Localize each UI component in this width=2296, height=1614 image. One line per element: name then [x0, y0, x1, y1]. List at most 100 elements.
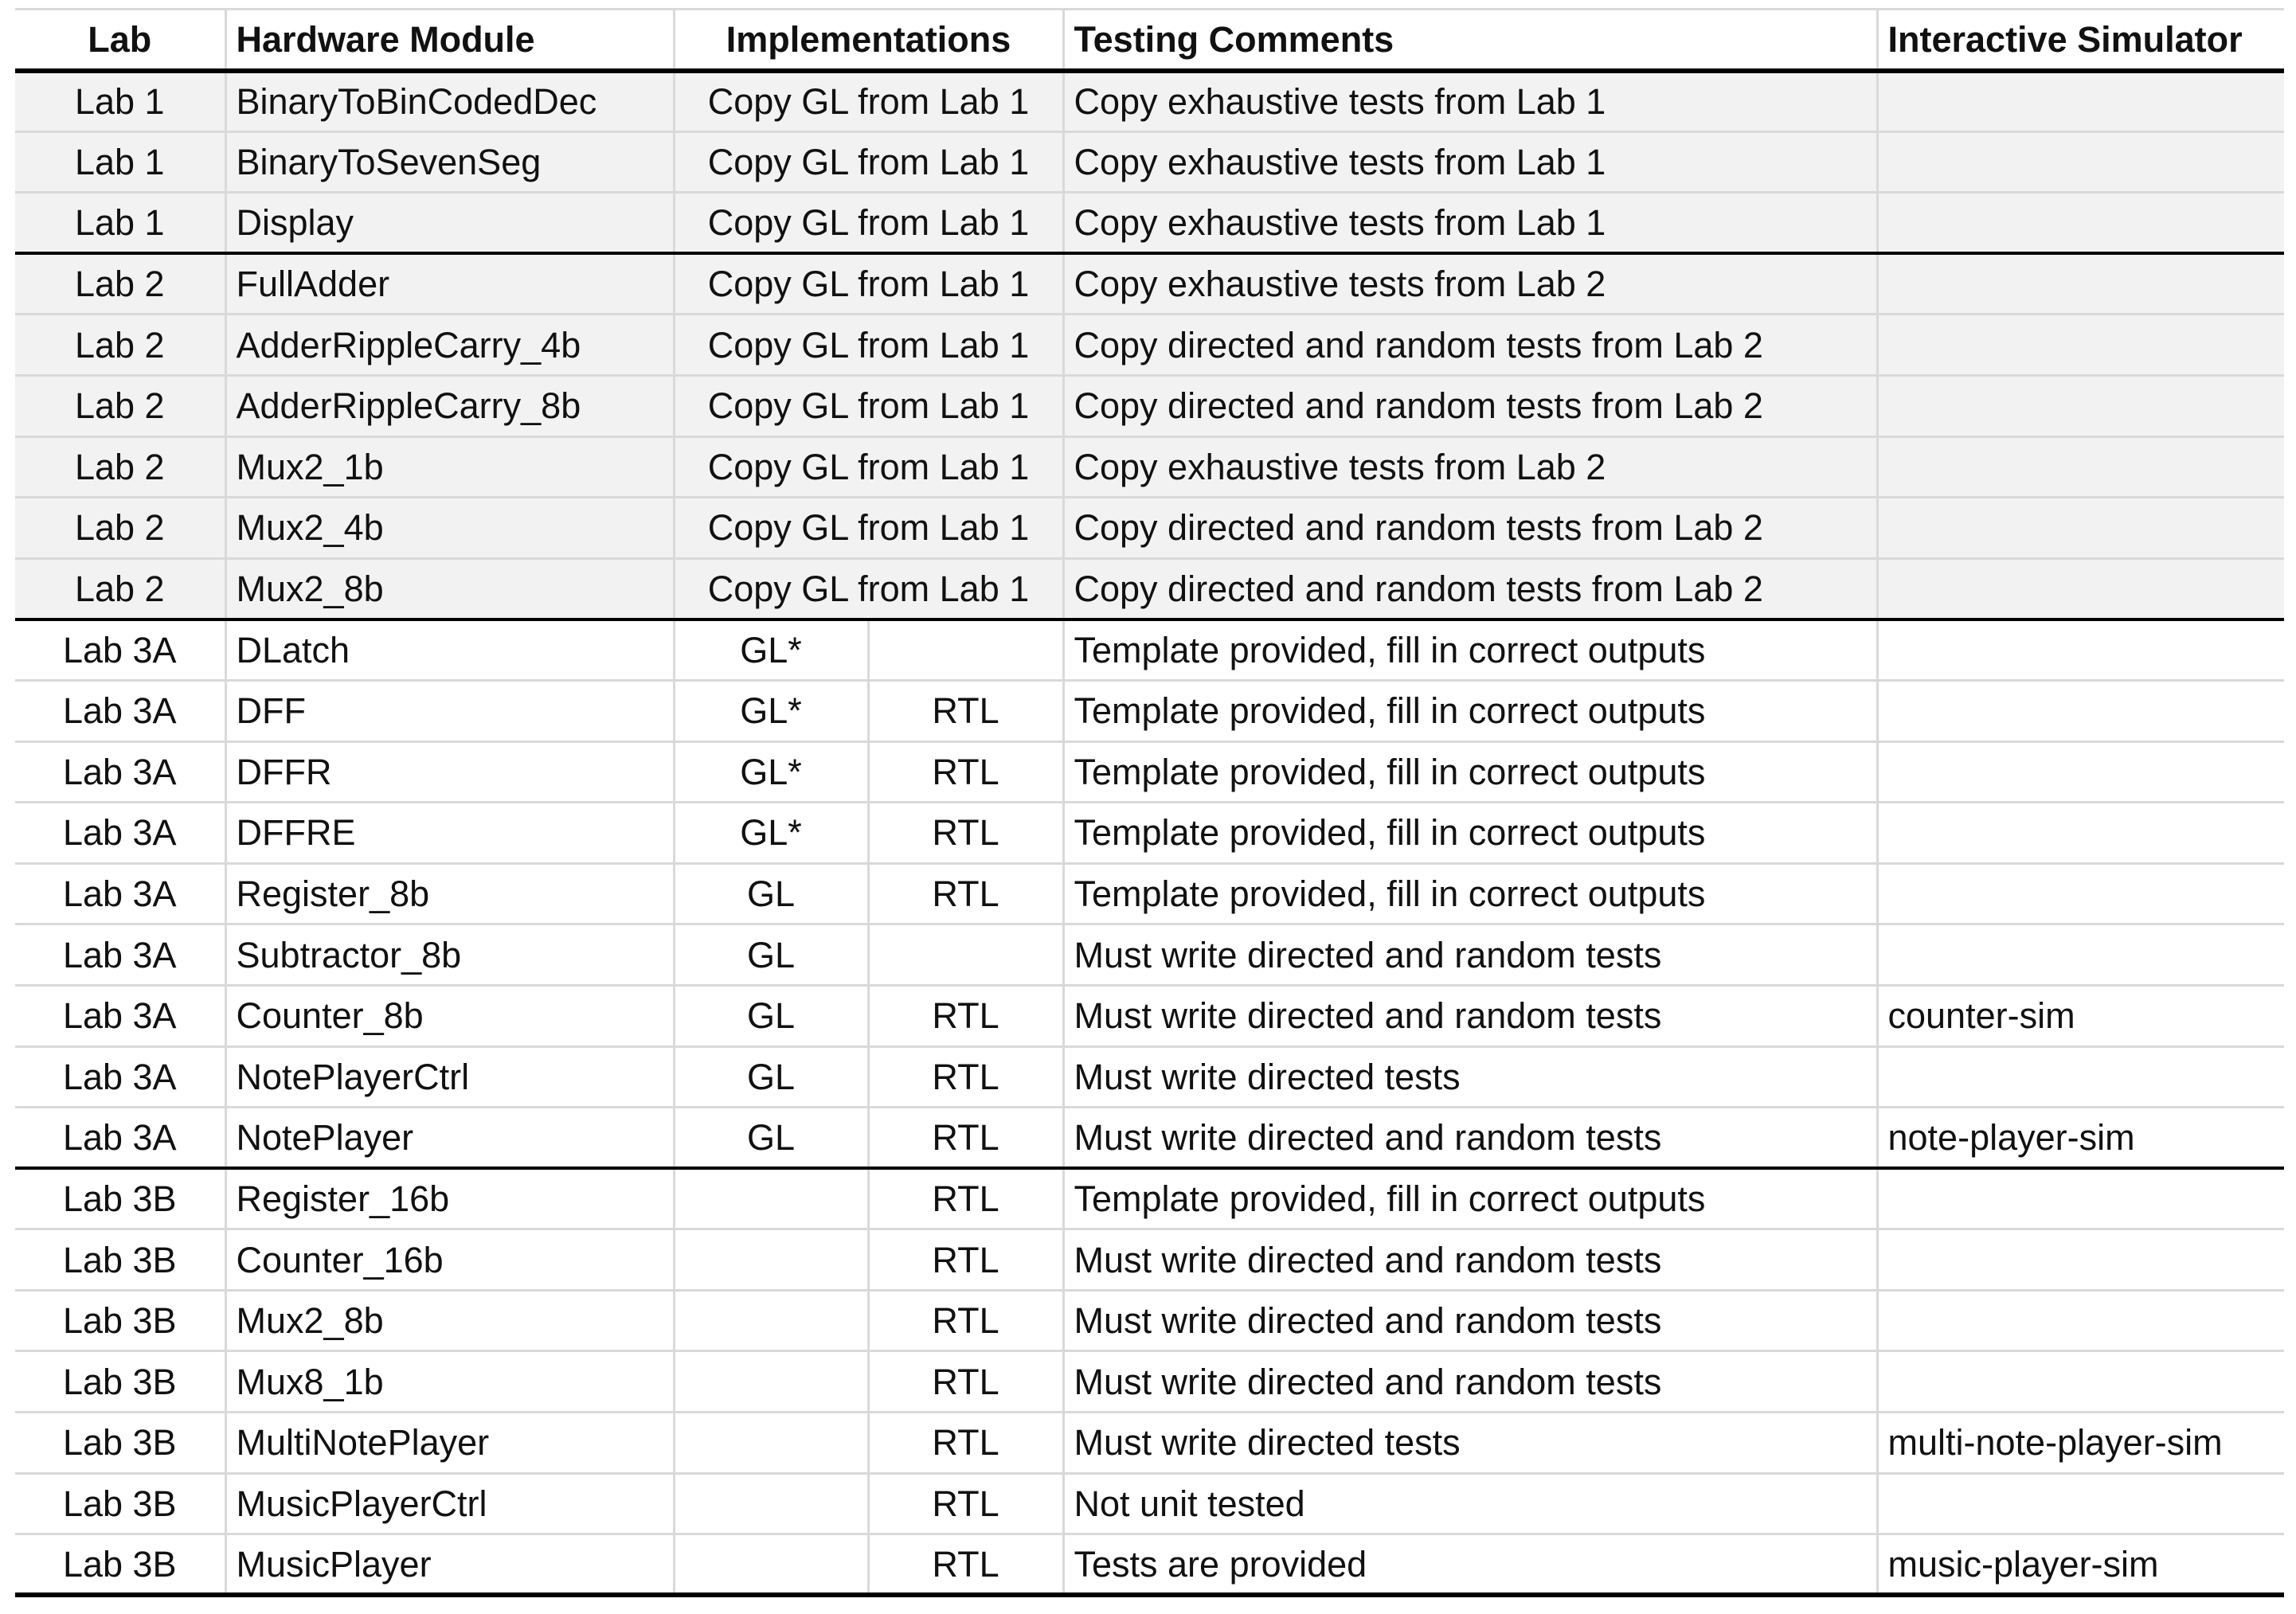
- testing-comment-cell: Template provided, fill in correct outpu…: [1062, 1167, 1879, 1231]
- rtl-impl-cell: RTL: [866, 1045, 1065, 1109]
- simulator-cell: [1876, 130, 2284, 194]
- table-row: Lab 2 AdderRippleCarry_8b Copy GL from Lab…: [15, 373, 2284, 438]
- group-lab-3a: Lab 3A DLatch GL* Template provided, fill i…: [15, 617, 2284, 1170]
- module-cell: BinaryToBinCodedDec: [224, 69, 675, 133]
- lab-modules-table: Lab Hardware Module Implementations Test…: [15, 8, 2284, 1598]
- module-cell: NotePlayerCtrl: [224, 1045, 675, 1109]
- table-row: Lab 2 FullAdder Copy GL from Lab 1 Copy exh…: [15, 252, 2284, 316]
- module-cell: Mux2_8b: [224, 557, 675, 621]
- table-row: Lab 2 Mux2_1b Copy GL from Lab 1 Copy exhau…: [15, 435, 2284, 499]
- rtl-impl-cell: RTL: [866, 983, 1065, 1048]
- lab-cell: Lab 3A: [15, 617, 227, 682]
- implementation-cell: Copy GL from Lab 1: [672, 69, 1065, 133]
- testing-comment-cell: Copy exhaustive tests from Lab 1: [1062, 130, 1879, 194]
- simulator-cell: [1876, 313, 2284, 377]
- table-row: Lab 3B Mux2_8b RTL Must write directed and …: [15, 1288, 2284, 1353]
- module-cell: Mux8_1b: [224, 1350, 675, 1414]
- table-row: Lab 3A DFFR GL* RTL Template provided, fill …: [15, 740, 2284, 804]
- simulator-cell: [1876, 496, 2284, 560]
- simulator-cell: [1876, 1045, 2284, 1109]
- rtl-impl-cell: RTL: [866, 1106, 1065, 1170]
- simulator-cell: [1876, 923, 2284, 987]
- table-row: Lab 3A DFF GL* RTL Template provided, fill i…: [15, 678, 2284, 743]
- gl-impl-cell: GL: [672, 1106, 870, 1170]
- implementation-cell: Copy GL from Lab 1: [672, 373, 1065, 438]
- module-cell: AdderRippleCarry_4b: [224, 313, 675, 377]
- module-cell: Mux2_1b: [224, 435, 675, 499]
- module-cell: BinaryToSevenSeg: [224, 130, 675, 194]
- implementation-cell: Copy GL from Lab 1: [672, 557, 1065, 621]
- table-row: Lab 3B MultiNotePlayer RTL Must write direc…: [15, 1411, 2284, 1475]
- module-cell: Mux2_4b: [224, 496, 675, 560]
- rtl-impl-cell: [866, 923, 1065, 987]
- testing-comment-cell: Must write directed tests: [1062, 1045, 1879, 1109]
- implementation-cell: Copy GL from Lab 1: [672, 252, 1065, 316]
- testing-comment-cell: Template provided, fill in correct outpu…: [1062, 617, 1879, 682]
- simulator-cell: [1876, 557, 2284, 621]
- rtl-impl-cell: RTL: [866, 1288, 1065, 1353]
- rtl-impl-cell: RTL: [866, 1350, 1065, 1414]
- testing-comment-cell: Must write directed and random tests: [1062, 1350, 1879, 1414]
- gl-impl-cell: GL*: [672, 740, 870, 804]
- lab-cell: Lab 3B: [15, 1533, 227, 1598]
- lab-cell: Lab 3B: [15, 1167, 227, 1231]
- testing-comment-cell: Copy exhaustive tests from Lab 2: [1062, 435, 1879, 499]
- simulator-cell: counter-sim: [1876, 983, 2284, 1048]
- implementation-cell: Copy GL from Lab 1: [672, 496, 1065, 560]
- testing-comment-cell: Template provided, fill in correct outpu…: [1062, 678, 1879, 743]
- gl-impl-cell: GL: [672, 862, 870, 926]
- module-cell: DFFR: [224, 740, 675, 804]
- testing-comment-cell: Template provided, fill in correct outpu…: [1062, 801, 1879, 865]
- gl-impl-cell: GL*: [672, 617, 870, 682]
- header-implementations: Implementations: [672, 8, 1065, 73]
- testing-comment-cell: Tests are provided: [1062, 1533, 1879, 1598]
- lab-cell: Lab 2: [15, 252, 227, 316]
- gl-impl-cell: [672, 1471, 870, 1536]
- lab-cell: Lab 1: [15, 130, 227, 194]
- table-row: Lab 3A DLatch GL* Template provided, fill i…: [15, 617, 2284, 682]
- testing-comment-cell: Copy directed and random tests from Lab …: [1062, 373, 1879, 438]
- rtl-impl-cell: [866, 617, 1065, 682]
- module-cell: Mux2_8b: [224, 1288, 675, 1353]
- table-row: Lab 3B Counter_16b RTL Must write directed …: [15, 1228, 2284, 1292]
- header-interactive-simulator: Interactive Simulator: [1876, 8, 2284, 73]
- gl-impl-cell: [672, 1167, 870, 1231]
- rtl-impl-cell: RTL: [866, 1167, 1065, 1231]
- testing-comment-cell: Template provided, fill in correct outpu…: [1062, 862, 1879, 926]
- gl-impl-cell: GL: [672, 923, 870, 987]
- module-cell: Counter_16b: [224, 1228, 675, 1292]
- gl-impl-cell: [672, 1228, 870, 1292]
- testing-comment-cell: Must write directed and random tests: [1062, 1106, 1879, 1170]
- testing-comment-cell: Template provided, fill in correct outpu…: [1062, 740, 1879, 804]
- testing-comment-cell: Must write directed tests: [1062, 1411, 1879, 1475]
- lab-cell: Lab 2: [15, 557, 227, 621]
- table-row: Lab 3B Register_16b RTL Template provided, …: [15, 1167, 2284, 1231]
- testing-comment-cell: Copy exhaustive tests from Lab 2: [1062, 252, 1879, 316]
- implementation-cell: Copy GL from Lab 1: [672, 435, 1065, 499]
- testing-comment-cell: Copy exhaustive tests from Lab 1: [1062, 191, 1879, 255]
- table-row: Lab 2 Mux2_4b Copy GL from Lab 1 Copy direc…: [15, 496, 2284, 560]
- testing-comment-cell: Must write directed and random tests: [1062, 1228, 1879, 1292]
- gl-impl-cell: [672, 1288, 870, 1353]
- module-cell: Register_8b: [224, 862, 675, 926]
- gl-impl-cell: GL: [672, 1045, 870, 1109]
- group-lab-1: Lab 1 BinaryToBinCodedDec Copy GL from Lab…: [15, 69, 2284, 255]
- header-lab: Lab: [15, 8, 227, 73]
- module-cell: FullAdder: [224, 252, 675, 316]
- lab-cell: Lab 2: [15, 435, 227, 499]
- simulator-cell: [1876, 1471, 2284, 1536]
- simulator-cell: [1876, 1288, 2284, 1353]
- table-row: Lab 2 AdderRippleCarry_4b Copy GL from Lab…: [15, 313, 2284, 377]
- testing-comment-cell: Copy directed and random tests from Lab …: [1062, 313, 1879, 377]
- lab-cell: Lab 3B: [15, 1411, 227, 1475]
- lab-cell: Lab 3A: [15, 983, 227, 1048]
- lab-cell: Lab 3A: [15, 801, 227, 865]
- lab-cell: Lab 2: [15, 373, 227, 438]
- module-cell: DFF: [224, 678, 675, 743]
- testing-comment-cell: Copy directed and random tests from Lab …: [1062, 557, 1879, 621]
- table-row: Lab 3A DFFRE GL* RTL Template provided, fill…: [15, 801, 2284, 865]
- simulator-cell: [1876, 862, 2284, 926]
- lab-cell: Lab 3B: [15, 1350, 227, 1414]
- rtl-impl-cell: RTL: [866, 862, 1065, 926]
